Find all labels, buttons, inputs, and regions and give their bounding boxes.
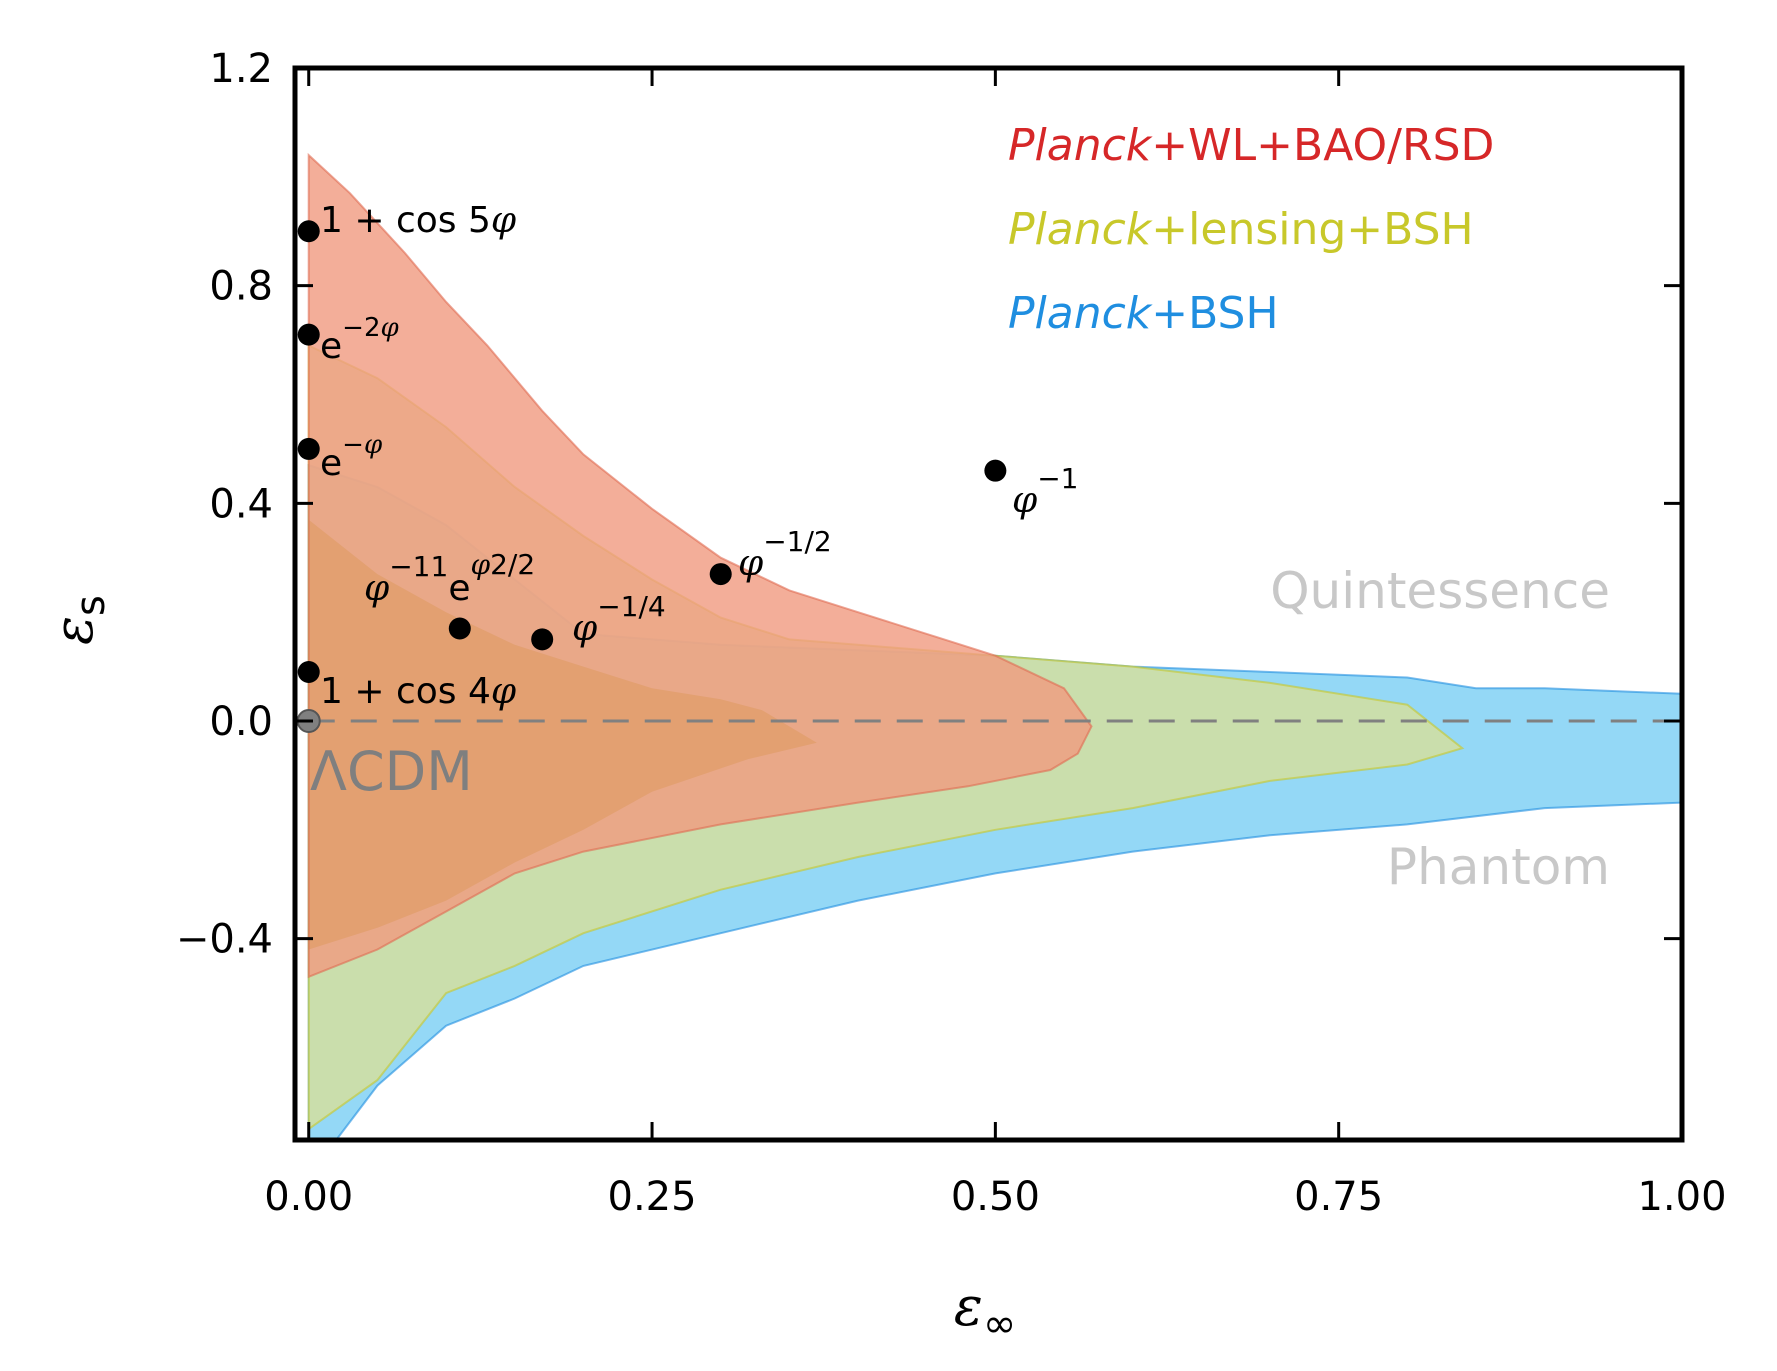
label-1-plus-cos5phi: 1 + cos 5φ — [320, 200, 517, 241]
legend: Planck+WL+BAO/RSD Planck+lensing+BSH Planc… — [1008, 120, 1494, 339]
x-axis-title: ε∞ — [954, 1275, 1016, 1347]
label-phi-minus-11: φ−11eφ2/2 — [364, 548, 535, 609]
label-lcdm: ΛCDM — [310, 740, 473, 803]
y-tick-label: 0.0 — [209, 699, 273, 745]
legend-entry: Planck+BSH — [1008, 288, 1279, 339]
y-tick-label: 1.2 — [209, 46, 273, 92]
model-point — [297, 661, 320, 684]
model-point — [448, 617, 471, 640]
phantom-label: Phantom — [1387, 838, 1610, 896]
x-tick-label: 0.00 — [264, 1174, 353, 1220]
y-tick-label: −0.4 — [176, 917, 273, 963]
label-phi-minus-1: φ−1 — [1012, 462, 1079, 521]
quintessence-label: Quintessence — [1270, 562, 1610, 620]
label-1-plus-cos4phi: 1 + cos 4φ — [320, 671, 517, 712]
legend-entry: Planck+lensing+BSH — [1008, 204, 1474, 255]
label-phi-minus-half: φ−1/2 — [738, 525, 832, 584]
model-point — [709, 563, 732, 586]
model-point — [297, 323, 320, 346]
y-tick-label: 0.4 — [209, 481, 273, 527]
axis-ticks: 0.00 0.25 0.50 0.75 1.00 −0.4 0.0 0.4 0.8 1.2 — [176, 46, 1727, 1220]
point-labels: 1 + cos 5φ e−2φ e−φ φ−1 φ−1/2 φ−1/4 φ−11… — [310, 200, 1079, 803]
region-2-outer — [307, 152, 1093, 979]
x-tick-label: 0.75 — [1294, 1174, 1383, 1220]
x-tick-label: 0.50 — [951, 1174, 1040, 1220]
model-point — [297, 437, 320, 460]
model-points — [296, 220, 1007, 733]
x-tick-label: 0.25 — [608, 1174, 697, 1220]
plot-frame — [292, 65, 1685, 1143]
model-point — [531, 628, 554, 651]
confidence-regions — [307, 152, 1682, 1140]
y-axis-title: εs — [42, 595, 114, 645]
label-e-minus-2phi: e−2φ — [320, 313, 399, 367]
legend-entry: Planck+WL+BAO/RSD — [1008, 120, 1494, 171]
x-tick-label: 1.00 — [1637, 1174, 1726, 1220]
model-point — [297, 220, 320, 243]
label-e-minus-phi: e−φ — [320, 430, 383, 484]
y-tick-label: 0.8 — [209, 264, 273, 310]
model-point — [984, 459, 1007, 482]
label-phi-minus-quarter: φ−1/4 — [572, 590, 666, 649]
